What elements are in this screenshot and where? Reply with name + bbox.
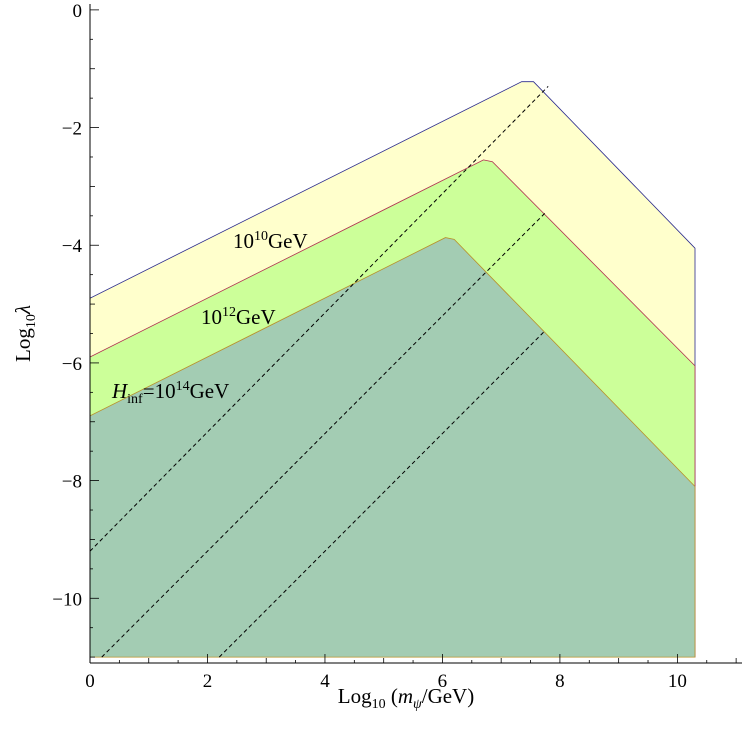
- x-tick-label: 4: [320, 671, 330, 692]
- labels-layer: 0 2 4 6 8 10 0 −2 −4 −6 −8 −10 Log10 (mψ/GeV) Log10λ 1…: [11, 1, 687, 712]
- y-tick-label: −10: [52, 589, 82, 610]
- label-hinf-10-14-gev: Hinf=1014GeV: [111, 379, 229, 407]
- y-tick-label: −4: [62, 236, 83, 257]
- label-10-10-gev: 1010GeV: [233, 229, 308, 253]
- y-tick-label: −6: [62, 354, 82, 375]
- x-tick-label: 0: [85, 671, 95, 692]
- ticks-layer: [89, 9, 737, 663]
- y-tick-label: −8: [62, 472, 82, 493]
- label-10-12-gev: 1012GeV: [201, 305, 276, 329]
- dashed-lines-layer: [89, 86, 549, 658]
- y-tick-label: −2: [62, 119, 82, 140]
- dashed-line-0: [89, 86, 549, 552]
- x-tick-label: 2: [203, 671, 213, 692]
- x-axis-title: Log10 (mψ/GeV): [338, 684, 474, 712]
- y-tick-label: 0: [73, 1, 83, 22]
- region-fill-2: [90, 237, 695, 658]
- x-tick-label: 10: [668, 671, 687, 692]
- x-tick-label: 8: [555, 671, 565, 692]
- x-tick-label: 6: [438, 671, 448, 692]
- regions-layer: [89, 81, 696, 658]
- y-axis-title: Log10λ: [11, 305, 39, 362]
